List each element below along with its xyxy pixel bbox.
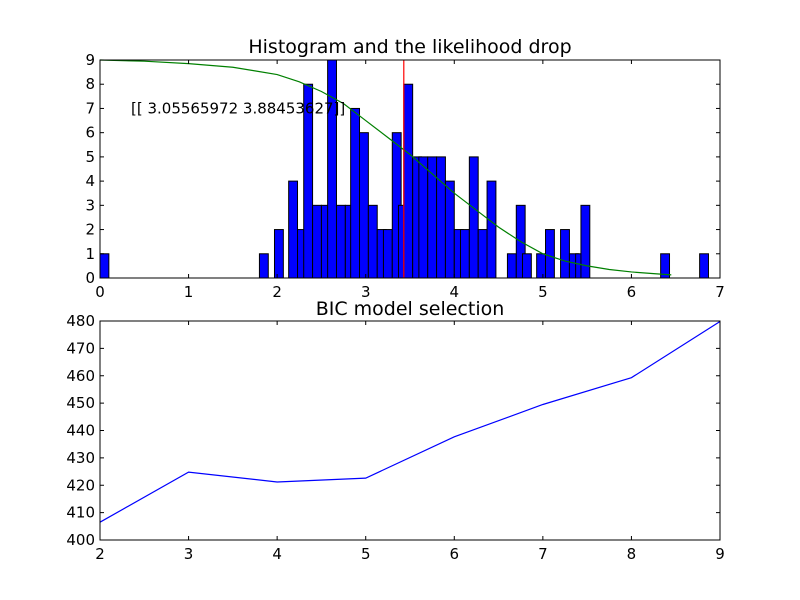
y-tick-label: 6 — [85, 124, 95, 142]
y-tick-label: 3 — [85, 196, 95, 214]
y-tick-label: 8 — [85, 75, 95, 93]
x-tick-label: 0 — [95, 283, 105, 301]
histogram-bar — [459, 229, 470, 279]
histogram-axes: Histogram and the likelihood drop [[ 3.0… — [85, 36, 724, 301]
y-tick-label: 2 — [85, 221, 95, 239]
y-tick-label: 430 — [66, 449, 95, 467]
histogram-bar — [418, 156, 429, 279]
y-tick-label: 470 — [66, 339, 95, 357]
histogram-bar — [436, 156, 446, 279]
histogram-bar — [545, 229, 555, 279]
histogram-bar — [560, 229, 570, 279]
histogram-y-ticks: 0 1 2 3 4 5 6 7 8 9 — [85, 51, 720, 287]
x-tick-label: 5 — [538, 283, 548, 301]
histogram-bar — [521, 253, 532, 279]
histogram-bar — [99, 253, 110, 279]
histogram-bar — [486, 180, 497, 279]
histogram-bar — [258, 253, 269, 279]
x-tick-label: 6 — [627, 283, 637, 301]
histogram-bar — [359, 132, 369, 279]
histogram-bar — [273, 229, 284, 279]
y-tick-label: 440 — [66, 422, 95, 440]
histogram-bar — [312, 204, 322, 279]
histogram-bar — [580, 204, 591, 279]
y-tick-label: 4 — [85, 172, 95, 190]
y-tick-label: 480 — [66, 312, 95, 330]
bic-title: BIC model selection — [316, 298, 505, 320]
histogram-bar — [468, 156, 479, 279]
x-tick-label: 4 — [450, 283, 460, 301]
likelihood-curve-line — [99, 59, 672, 276]
histogram-bar — [350, 107, 361, 279]
y-tick-label: 450 — [66, 394, 95, 412]
histogram-bar — [288, 180, 299, 279]
x-tick-label: 9 — [715, 545, 725, 563]
x-tick-label: 6 — [450, 545, 460, 563]
histogram-bar — [427, 156, 438, 279]
histogram-bar — [506, 253, 517, 279]
histogram-bar — [699, 253, 709, 279]
x-tick-label: 5 — [361, 545, 371, 563]
likelihood-curve — [99, 59, 672, 276]
y-tick-label: 400 — [66, 531, 95, 549]
histogram-bar — [335, 204, 346, 279]
x-tick-label: 3 — [361, 283, 371, 301]
x-tick-label: 7 — [538, 545, 548, 563]
histogram-plot-frame — [99, 59, 721, 279]
bic-axes: BIC model selection 2 3 4 5 6 7 8 9 400 410 420 43… — [66, 298, 724, 563]
x-tick-label: 7 — [715, 283, 725, 301]
bic-y-ticks: 400 410 420 430 440 450 460 470 480 — [66, 312, 720, 549]
histogram-bar — [367, 204, 378, 279]
y-tick-label: 5 — [85, 148, 95, 166]
bic-series-line — [99, 321, 721, 523]
x-tick-label: 2 — [272, 283, 282, 301]
y-tick-label: 410 — [66, 504, 95, 522]
y-tick-label: 7 — [85, 99, 95, 117]
histogram-bar — [327, 59, 337, 279]
x-tick-label: 8 — [627, 545, 637, 563]
y-tick-label: 1 — [85, 245, 95, 263]
histogram-bar — [444, 180, 455, 279]
y-tick-label: 9 — [85, 51, 95, 69]
histogram-bar — [477, 229, 488, 279]
histogram-bar — [403, 83, 414, 279]
x-tick-label: 1 — [184, 283, 194, 301]
histogram-bar — [536, 253, 547, 279]
histogram-x-ticks: 0 1 2 3 4 5 6 7 — [95, 60, 725, 301]
x-tick-label: 2 — [95, 545, 105, 563]
x-tick-label: 4 — [272, 545, 282, 563]
bic-x-ticks: 2 3 4 5 6 7 8 9 — [95, 321, 725, 563]
histogram-annotation: [[ 3.05565972 3.88453627]] — [131, 99, 345, 117]
bic-line — [99, 321, 721, 523]
histogram-title: Histogram and the likelihood drop — [248, 36, 571, 58]
x-tick-label: 3 — [184, 545, 194, 563]
y-tick-label: 420 — [66, 476, 95, 494]
histogram-bar — [382, 229, 393, 279]
y-tick-label: 0 — [85, 269, 95, 287]
y-tick-label: 460 — [66, 367, 95, 385]
